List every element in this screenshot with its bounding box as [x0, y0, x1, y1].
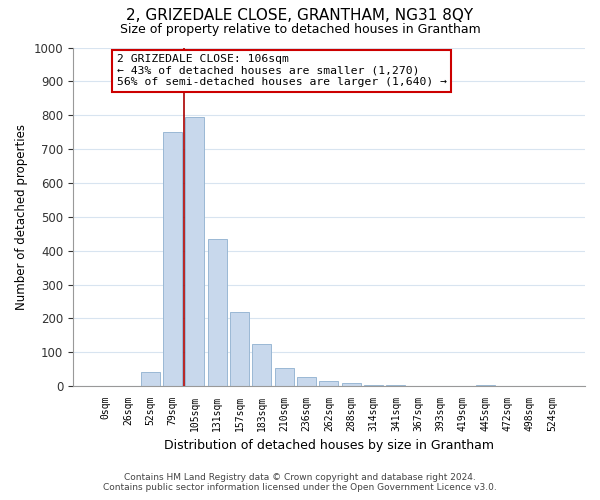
Text: Size of property relative to detached houses in Grantham: Size of property relative to detached ho… [119, 22, 481, 36]
Bar [342, 384, 361, 386]
Bar [275, 368, 294, 386]
Bar [319, 381, 338, 386]
Text: 2, GRIZEDALE CLOSE, GRANTHAM, NG31 8QY: 2, GRIZEDALE CLOSE, GRANTHAM, NG31 8QY [127, 8, 473, 22]
Bar [163, 132, 182, 386]
Bar [364, 384, 383, 386]
Bar [253, 344, 271, 386]
Bar [230, 312, 249, 386]
Bar [141, 372, 160, 386]
X-axis label: Distribution of detached houses by size in Grantham: Distribution of detached houses by size … [164, 440, 494, 452]
Bar [297, 376, 316, 386]
Bar [386, 385, 406, 386]
Bar [476, 384, 495, 386]
Bar [208, 239, 227, 386]
Text: Contains HM Land Registry data © Crown copyright and database right 2024.
Contai: Contains HM Land Registry data © Crown c… [103, 473, 497, 492]
Text: 2 GRIZEDALE CLOSE: 106sqm
← 43% of detached houses are smaller (1,270)
56% of se: 2 GRIZEDALE CLOSE: 106sqm ← 43% of detac… [117, 54, 447, 88]
Y-axis label: Number of detached properties: Number of detached properties [15, 124, 28, 310]
Bar [185, 117, 205, 386]
